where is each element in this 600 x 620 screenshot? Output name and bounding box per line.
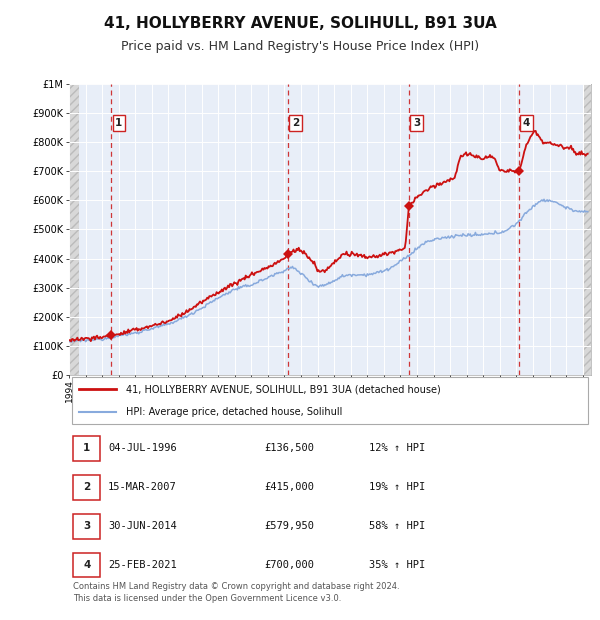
- Text: £579,950: £579,950: [265, 521, 315, 531]
- FancyBboxPatch shape: [73, 436, 100, 461]
- Bar: [584, 84, 591, 375]
- Text: 25-FEB-2021: 25-FEB-2021: [108, 560, 177, 570]
- Text: 3: 3: [413, 118, 420, 128]
- Text: 41, HOLLYBERRY AVENUE, SOLIHULL, B91 3UA: 41, HOLLYBERRY AVENUE, SOLIHULL, B91 3UA: [104, 16, 496, 30]
- FancyBboxPatch shape: [71, 377, 589, 424]
- Text: £415,000: £415,000: [265, 482, 315, 492]
- Text: HPI: Average price, detached house, Solihull: HPI: Average price, detached house, Soli…: [127, 407, 343, 417]
- Text: Contains HM Land Registry data © Crown copyright and database right 2024.: Contains HM Land Registry data © Crown c…: [73, 582, 400, 591]
- Text: 58% ↑ HPI: 58% ↑ HPI: [369, 521, 425, 531]
- Text: 19% ↑ HPI: 19% ↑ HPI: [369, 482, 425, 492]
- Text: 4: 4: [523, 118, 530, 128]
- Text: £700,000: £700,000: [265, 560, 315, 570]
- Text: This data is licensed under the Open Government Licence v3.0.: This data is licensed under the Open Gov…: [73, 593, 341, 603]
- Text: 15-MAR-2007: 15-MAR-2007: [108, 482, 177, 492]
- Text: 1: 1: [115, 118, 122, 128]
- Bar: [69, 84, 79, 375]
- Text: 4: 4: [83, 560, 91, 570]
- Text: 1: 1: [83, 443, 91, 453]
- Text: 3: 3: [83, 521, 91, 531]
- FancyBboxPatch shape: [73, 553, 100, 577]
- Text: 2: 2: [292, 118, 299, 128]
- Text: 12% ↑ HPI: 12% ↑ HPI: [369, 443, 425, 453]
- FancyBboxPatch shape: [73, 514, 100, 539]
- Text: 35% ↑ HPI: 35% ↑ HPI: [369, 560, 425, 570]
- Text: 04-JUL-1996: 04-JUL-1996: [108, 443, 177, 453]
- Text: 2: 2: [83, 482, 91, 492]
- Text: 41, HOLLYBERRY AVENUE, SOLIHULL, B91 3UA (detached house): 41, HOLLYBERRY AVENUE, SOLIHULL, B91 3UA…: [127, 384, 441, 394]
- FancyBboxPatch shape: [73, 476, 100, 500]
- Text: £136,500: £136,500: [265, 443, 315, 453]
- Text: 30-JUN-2014: 30-JUN-2014: [108, 521, 177, 531]
- Text: Price paid vs. HM Land Registry's House Price Index (HPI): Price paid vs. HM Land Registry's House …: [121, 40, 479, 53]
